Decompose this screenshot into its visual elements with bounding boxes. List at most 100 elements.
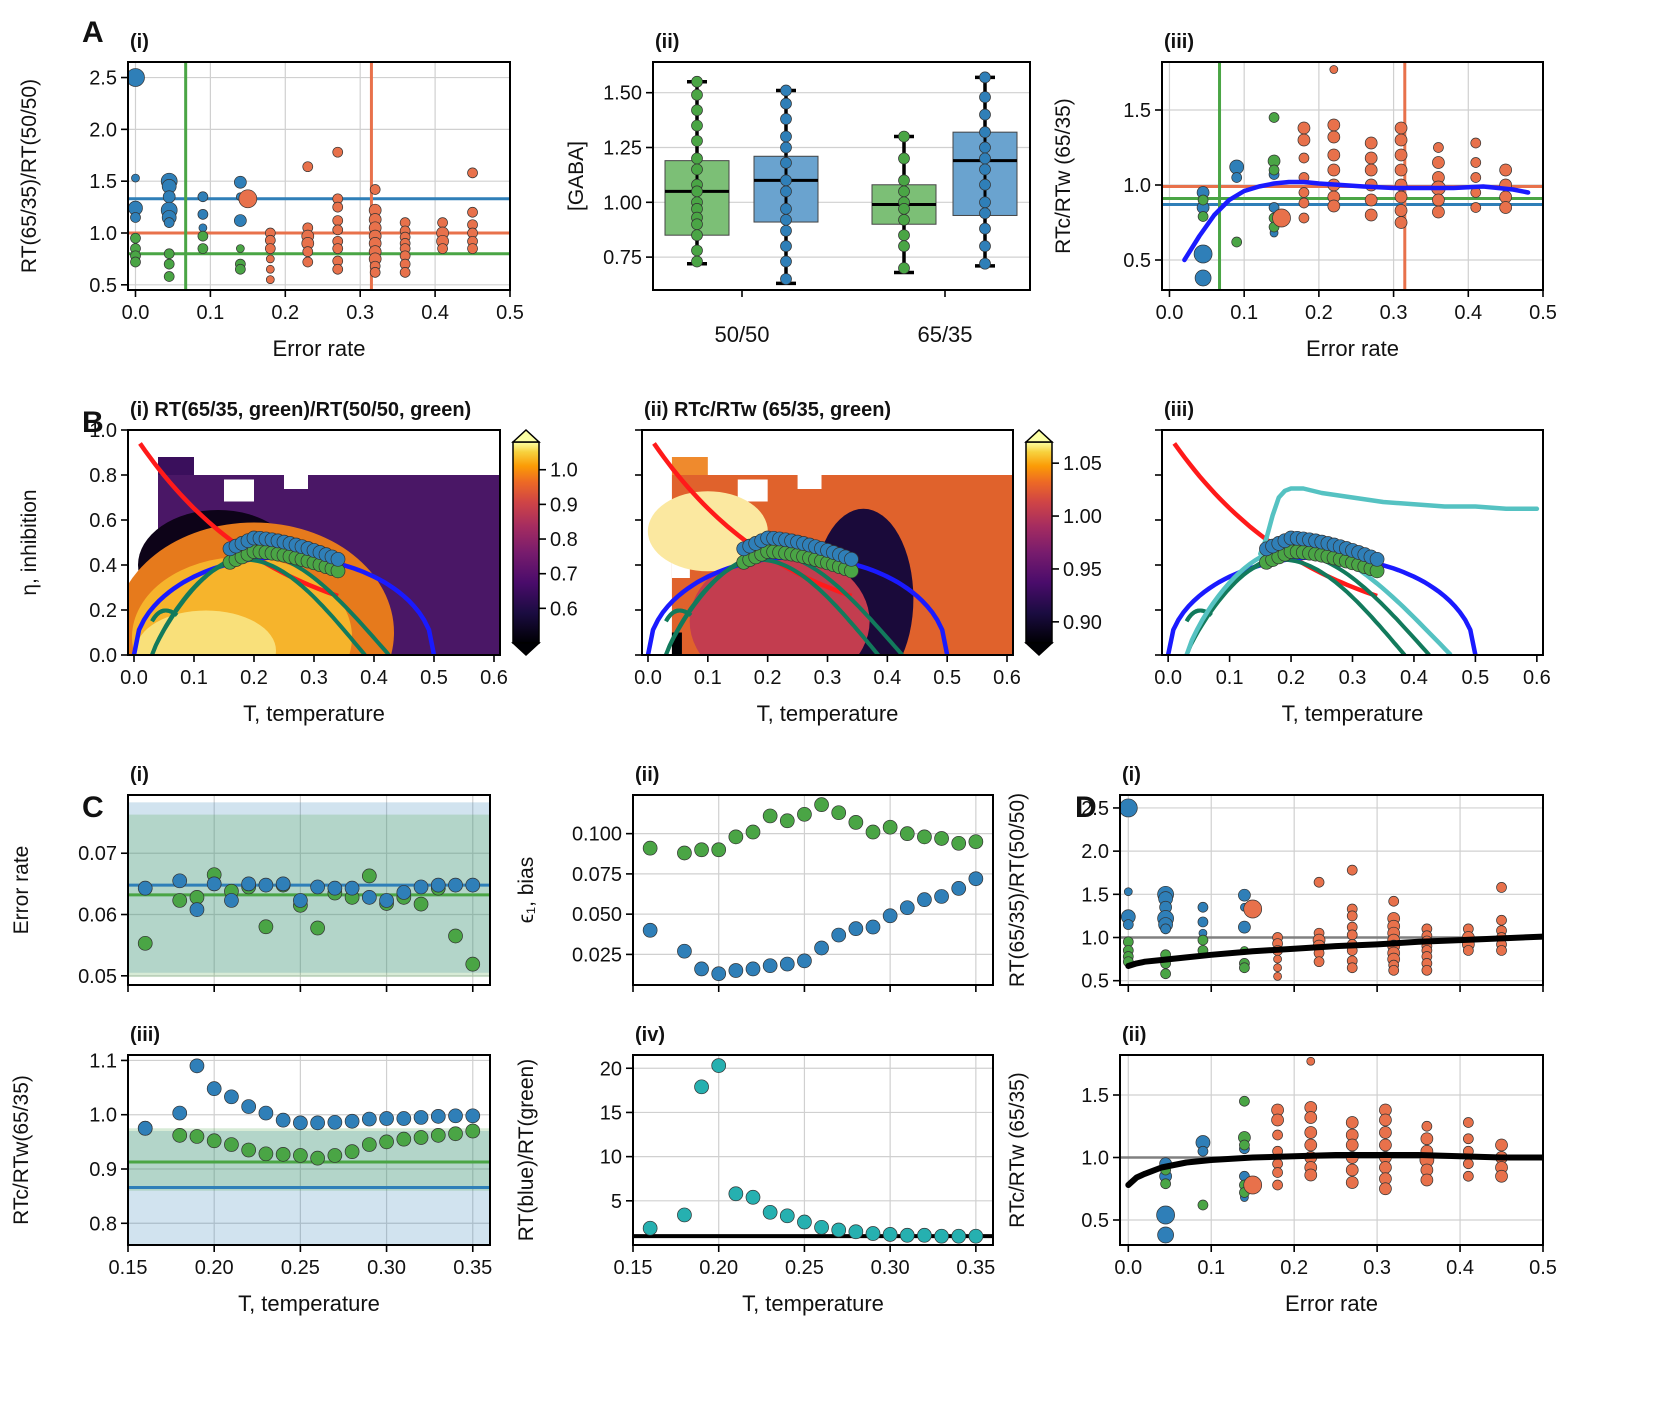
x-tick-label: 0.3 [1339, 667, 1367, 689]
data-point-green [1239, 1139, 1250, 1151]
box-point-blue [780, 97, 792, 110]
data-point-teal [642, 1220, 658, 1236]
data-point-orange [1463, 1170, 1474, 1182]
x-tick-label: 0.4 [421, 302, 449, 324]
x-tick-label: 0.1 [180, 667, 208, 689]
data-point-teal [779, 1208, 795, 1224]
data-point-orange [369, 184, 381, 195]
data-point-orange [1327, 148, 1341, 162]
data-point-blue [198, 223, 208, 233]
data-point-blue [1156, 1205, 1175, 1225]
box-point-blue [979, 141, 991, 154]
data-point-blue [465, 1108, 481, 1124]
data-point-green [258, 1146, 274, 1162]
data-point-blue [241, 876, 257, 892]
data-point-orange [1364, 208, 1378, 222]
box-point-blue [979, 222, 991, 235]
y-tick-label: 15 [600, 1102, 622, 1124]
data-point-green [848, 815, 864, 830]
category-label: 65/35 [917, 322, 972, 347]
box-point-blue [780, 174, 792, 187]
data-point-orange [1304, 1111, 1318, 1124]
panel-label: (iii) [1164, 399, 1194, 421]
box-point-green [691, 185, 703, 198]
x-tick-label: 0.1 [694, 667, 722, 689]
colorbar-tick-label: 0.8 [550, 529, 578, 551]
panel-label: (ii) [655, 31, 679, 53]
data-point-blue [430, 877, 446, 893]
data-point-orange [1432, 156, 1445, 169]
teal-curve [1258, 486, 1540, 557]
data-point-blue [310, 1115, 325, 1131]
data-point-green [797, 806, 812, 822]
panel-b-i: 0.0 0.1 0.2 0.3 0.4 0.5 0.6 0.0 0.2 0.4 0.6 0.8 1.0 (… [18, 399, 578, 726]
data-point-orange [265, 254, 275, 264]
panel-a-i: 0.0 0.1 0.2 0.3 0.4 0.5 0.5 1.0 1.5 2.0 2.5 (i) Erro… [18, 31, 524, 361]
data-point-blue [197, 191, 209, 203]
data-point-blue [189, 902, 205, 917]
x-tick-label: 0.2 [240, 667, 268, 689]
data-point-orange [1327, 130, 1341, 144]
data-point-green [206, 1133, 222, 1149]
data-point-orange [1495, 1138, 1508, 1152]
data-point-orange [1364, 163, 1378, 177]
data-point-orange [1273, 963, 1282, 973]
data-point-orange [1346, 910, 1358, 922]
x-tick-label: 0.2 [1277, 667, 1305, 689]
data-point-orange [1329, 65, 1339, 74]
data-point-green [762, 808, 778, 824]
y-axis-label: RTc/RTw(65/35) [10, 1075, 33, 1225]
x-tick-label: 0.35 [956, 1257, 995, 1279]
data-point-orange [1304, 1138, 1318, 1152]
data-point-orange [1432, 193, 1445, 207]
data-point-blue [379, 893, 394, 908]
data-point-blue [917, 892, 932, 908]
box-point-blue [780, 240, 792, 253]
data-point-blue [293, 1115, 308, 1131]
data-point-blue [1197, 916, 1209, 928]
x-tick-label: 0.1 [1197, 1257, 1225, 1279]
panel-label: (ii) [1122, 1024, 1146, 1046]
y-tick-label: 2.0 [89, 119, 117, 141]
data-point-orange [1346, 962, 1358, 974]
y-tick-label: 0.100 [572, 824, 622, 846]
y-tick-label: 1.00 [603, 192, 642, 214]
data-point-green [163, 271, 175, 282]
data-point-blue [224, 893, 239, 908]
y-tick-label: 0.5 [1081, 971, 1109, 993]
box-point-green [691, 244, 703, 257]
data-point-blue [224, 1089, 239, 1105]
y-tick-label: 0.75 [603, 247, 642, 269]
data-point-orange [1496, 882, 1507, 893]
data-point-green [899, 826, 915, 841]
data-point-green [1268, 164, 1280, 176]
data-point-orange [1420, 1132, 1434, 1146]
box-point-green [898, 229, 910, 242]
data-point-blue [762, 958, 778, 974]
box-point-blue [780, 84, 792, 97]
data-point-blue [293, 893, 308, 908]
y-axis-label: RT(65/35)/RT(50/50) [18, 79, 41, 273]
y-tick-label: 1.0 [89, 223, 117, 245]
data-point-blue [1238, 920, 1251, 934]
data-point-orange [1463, 1158, 1474, 1170]
x-tick-label: 0.20 [195, 1257, 234, 1279]
data-point-orange [265, 275, 275, 284]
plot-area [1165, 442, 1540, 655]
x-tick-label: 0.0 [122, 302, 150, 324]
y-axis-label: RTc/RTw (65/35) [1006, 1072, 1029, 1228]
x-axis-label: T, temperature [238, 1291, 380, 1316]
x-tick-label: 0.20 [699, 1257, 738, 1279]
data-point-blue [396, 1111, 412, 1126]
data-point-green [1160, 1178, 1171, 1190]
data-point-blue [241, 1099, 257, 1114]
data-point-green [448, 1126, 463, 1142]
x-tick-label: 0.5 [1529, 302, 1557, 324]
data-point-green [642, 840, 658, 856]
data-point-green [677, 845, 692, 861]
data-point-orange [302, 256, 314, 268]
data-point-orange [1364, 151, 1378, 165]
box-point-blue [979, 207, 991, 220]
data-point-orange [1388, 964, 1400, 976]
x-axis-label: Error rate [1285, 1291, 1378, 1316]
